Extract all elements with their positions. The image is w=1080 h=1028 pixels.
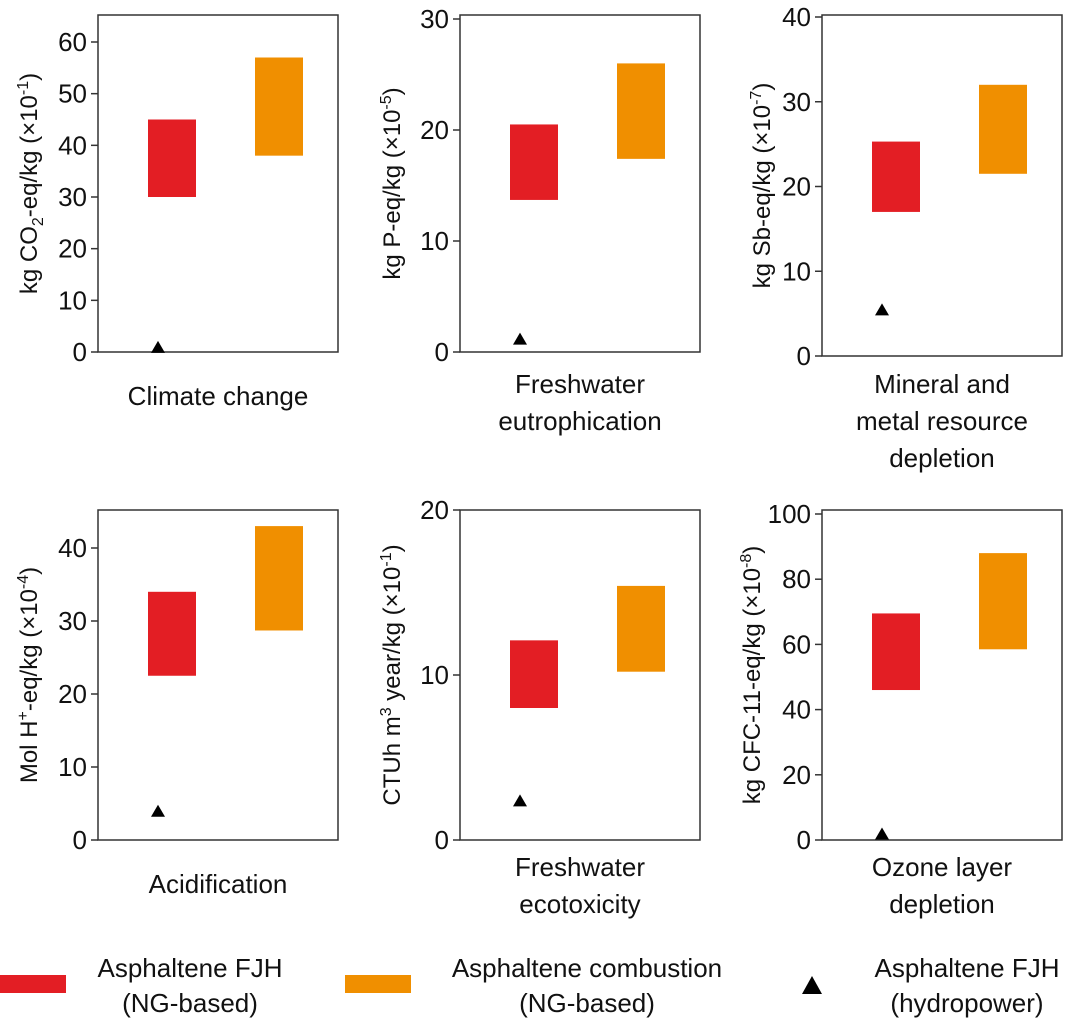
point-fjh-hydro <box>513 794 527 807</box>
bar-fjh-ng <box>510 640 558 708</box>
point-fjh-hydro <box>875 303 889 316</box>
y-tick-label: 20 <box>58 234 87 264</box>
y-axis-label: kg CO2-eq/kg (×10-1) <box>15 73 47 294</box>
y-tick-label: 40 <box>58 533 87 563</box>
y-tick-label: 0 <box>435 825 449 855</box>
y-axis-label: CTUh m3 year/kg (×10-1) <box>378 544 406 805</box>
bar-combustion-ng <box>255 57 303 156</box>
y-tick-label: 30 <box>420 4 449 34</box>
y-tick-label: 40 <box>58 130 87 160</box>
plot-frame <box>821 509 1063 841</box>
y-axis-label: kg Sb-eq/kg (×10-7) <box>748 83 776 289</box>
y-tick-label: 20 <box>420 115 449 145</box>
y-tick-label: 20 <box>58 679 87 709</box>
bar-fjh-ng <box>872 613 920 691</box>
y-tick-label: 10 <box>58 285 87 315</box>
legend-label: Asphaltene FJH <box>875 953 1060 983</box>
x-axis-label: eutrophication <box>498 406 661 436</box>
y-tick-label: 20 <box>782 760 811 790</box>
legend: Asphaltene FJH(NG-based)Asphaltene combu… <box>0 953 1059 1018</box>
point-fjh-hydro <box>151 804 165 817</box>
plot-frame <box>97 14 339 353</box>
x-axis-label: Ozone layer <box>872 852 1013 882</box>
legend-label: Asphaltene combustion <box>452 953 722 983</box>
x-axis-label: Mineral and <box>874 369 1010 399</box>
legend-swatch <box>345 975 411 993</box>
bar-combustion-ng <box>617 585 665 672</box>
y-axis-label: Mol H+-eq/kg (×10-4) <box>15 567 43 783</box>
y-tick-label: 30 <box>58 182 87 212</box>
legend-item-3: Asphaltene FJH (hydropower) <box>802 953 1059 1018</box>
legend-item-1: Asphaltene FJH (NG-based) <box>0 953 282 1018</box>
bar-combustion-ng <box>617 63 665 159</box>
plot-frame <box>459 509 701 841</box>
x-axis-label: Acidification <box>149 869 288 899</box>
point-fjh-hydro <box>151 340 165 353</box>
y-tick-label: 30 <box>58 606 87 636</box>
chart-panel-1: 0 10 20 30 40 50 60 kg CO2-eq/kg (×10-1) Climate… <box>15 14 339 411</box>
y-tick-label: 20 <box>782 172 811 202</box>
x-axis-label: Freshwater <box>515 369 645 399</box>
plot-frame <box>459 14 701 353</box>
legend-sublabel: (hydropower) <box>890 988 1043 1018</box>
y-axis-label: kg CFC-11-eq/kg (×10-8) <box>738 546 766 805</box>
y-tick-label: 30 <box>782 87 811 117</box>
y-tick-label: 0 <box>73 337 87 367</box>
bar-combustion-ng <box>979 84 1027 174</box>
y-tick-label: 100 <box>768 499 811 529</box>
chart-panel-3: 0 10 20 30 40 kg Sb-eq/kg (×10-7) Mineral and m… <box>748 2 1063 473</box>
bar-fjh-ng <box>872 141 920 212</box>
chart-panel-4: 0 10 20 30 40 Mol H+-eq/kg (×10-4) Acidificati… <box>15 509 339 899</box>
y-tick-label: 20 <box>420 495 449 525</box>
bar-fjh-ng <box>148 591 196 676</box>
y-tick-label: 60 <box>58 27 87 57</box>
bar-fjh-ng <box>510 124 558 200</box>
chart-panel-5: 0 10 20 CTUh m3 year/kg (×10-1) Freshwater ec… <box>378 495 701 919</box>
bar-fjh-ng <box>148 119 196 197</box>
y-tick-label: 0 <box>73 825 87 855</box>
chart-panel-2: 0 10 20 30 kg P-eq/kg (×10-5) Freshwater eutro… <box>378 4 701 436</box>
point-fjh-hydro <box>875 827 889 840</box>
y-tick-label: 10 <box>420 660 449 690</box>
bar-combustion-ng <box>255 526 303 631</box>
y-tick-label: 40 <box>782 695 811 725</box>
y-tick-label: 10 <box>58 752 87 782</box>
y-tick-label: 0 <box>797 825 811 855</box>
x-axis-label: depletion <box>889 889 995 919</box>
x-axis-label: metal resource <box>856 406 1028 436</box>
x-axis-label: ecotoxicity <box>519 889 640 919</box>
plot-frame <box>821 14 1063 357</box>
y-tick-label: 10 <box>420 226 449 256</box>
legend-label: Asphaltene FJH <box>98 953 283 983</box>
chart-panels: 0 10 20 30 40 50 60 kg CO2-eq/kg (×10-1) Climate… <box>15 2 1063 919</box>
y-axis-label: kg P-eq/kg (×10-5) <box>378 87 406 279</box>
y-tick-label: 40 <box>782 2 811 32</box>
legend-triangle-icon <box>802 976 822 994</box>
y-tick-label: 50 <box>58 79 87 109</box>
y-tick-label: 10 <box>782 256 811 286</box>
legend-sublabel: (NG-based) <box>122 988 258 1018</box>
bar-combustion-ng <box>979 553 1027 650</box>
y-tick-label: 60 <box>782 629 811 659</box>
point-fjh-hydro <box>513 332 527 345</box>
x-axis-label: Climate change <box>128 381 309 411</box>
legend-swatch <box>0 975 66 993</box>
legend-item-2: Asphaltene combustion (NG-based) <box>345 953 722 1018</box>
legend-sublabel: (NG-based) <box>519 988 655 1018</box>
y-tick-label: 0 <box>797 341 811 371</box>
y-tick-label: 80 <box>782 564 811 594</box>
x-axis-label: Freshwater <box>515 852 645 882</box>
x-axis-label: depletion <box>889 443 995 473</box>
plot-frame <box>97 509 339 841</box>
y-tick-label: 0 <box>435 337 449 367</box>
